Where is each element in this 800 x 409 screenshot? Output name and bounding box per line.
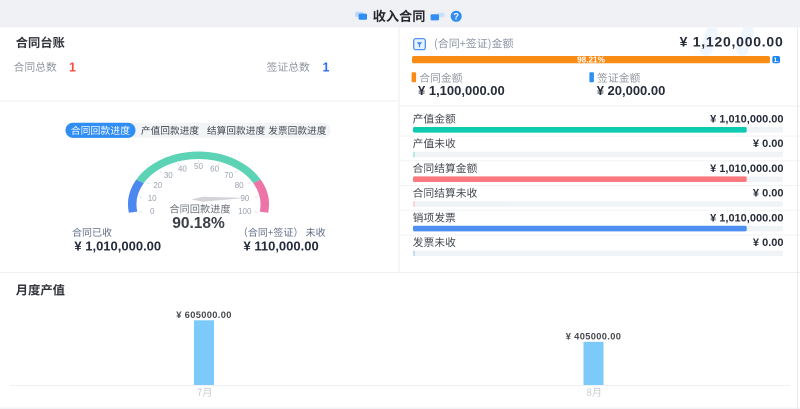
svg-text:¥ 1,100,000.00: ¥ 1,100,000.00 <box>418 83 505 98</box>
svg-text:0: 0 <box>150 207 155 216</box>
svg-text:¥ 405000.00: ¥ 405000.00 <box>566 331 622 341</box>
svg-text:98.21%: 98.21% <box>577 55 605 64</box>
svg-text:70: 70 <box>224 171 233 180</box>
svg-text:20: 20 <box>153 181 162 190</box>
svg-text:¥ 605000.00: ¥ 605000.00 <box>176 310 232 320</box>
svg-text:¥ 1,010,000.00: ¥ 1,010,000.00 <box>710 163 783 175</box>
svg-text:¥ 1,010,000.00: ¥ 1,010,000.00 <box>710 114 783 126</box>
svg-text:80: 80 <box>235 181 244 190</box>
svg-text:¥ 110,000.00: ¥ 110,000.00 <box>244 239 319 254</box>
svg-text:30: 30 <box>164 171 173 180</box>
svg-text:¥ 0.00: ¥ 0.00 <box>753 237 784 249</box>
svg-text:1: 1 <box>323 61 330 75</box>
svg-text:¥ 1,010,000.00: ¥ 1,010,000.00 <box>74 239 161 254</box>
svg-text:¥ 0.00: ¥ 0.00 <box>753 188 784 200</box>
svg-text:60: 60 <box>210 164 219 173</box>
svg-text:?: ? <box>453 12 459 22</box>
svg-text:¥ 0.00: ¥ 0.00 <box>753 138 784 150</box>
svg-text:100: 100 <box>238 207 252 216</box>
svg-text:40: 40 <box>178 164 187 173</box>
svg-text:¥ 1,120,000.00: ¥ 1,120,000.00 <box>680 33 784 49</box>
svg-text:¥ 20,000.00: ¥ 20,000.00 <box>597 83 666 98</box>
svg-text:90: 90 <box>240 194 249 203</box>
svg-text:90.18%: 90.18% <box>172 215 225 232</box>
svg-text:1.: 1. <box>774 57 779 64</box>
svg-text:50: 50 <box>194 162 203 171</box>
svg-text:10: 10 <box>148 194 157 203</box>
svg-text:¥ 1,010,000.00: ¥ 1,010,000.00 <box>710 212 783 224</box>
svg-text:1: 1 <box>69 61 76 75</box>
